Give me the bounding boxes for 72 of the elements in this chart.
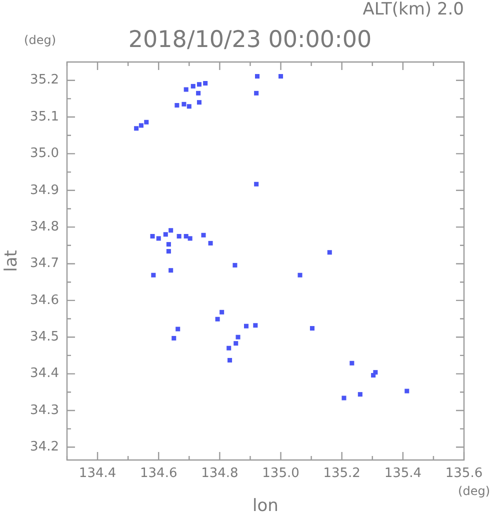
y-tick-label: 34.4 [30,366,59,382]
point [176,326,180,332]
point [254,74,260,79]
point [327,250,332,255]
y-tick-label: 34.9 [30,182,59,198]
point [163,232,168,237]
point [342,396,346,400]
point [253,323,258,328]
x-tick-label: 135.0 [262,466,300,482]
text: (deg) [458,484,490,498]
y-tick-label: 35.1 [30,109,59,124]
point [138,123,144,128]
point [404,388,410,394]
point [182,102,186,106]
point [134,126,139,131]
point [196,100,202,105]
point [310,326,314,331]
point [201,232,206,238]
point [220,310,224,314]
point [168,228,174,233]
x-tick-label: 135.6 [445,466,483,482]
y-tick-label: 34.5 [30,329,59,344]
point [254,90,259,96]
y-tick-label: 34.3 [30,402,59,418]
point [172,336,176,340]
point [184,234,188,239]
point [188,236,192,241]
point [278,74,284,79]
x-axis-title: lon [252,496,278,516]
text: (deg) [24,33,56,48]
point [208,240,213,246]
point [166,242,171,247]
point [190,84,196,88]
point [232,262,238,268]
point [151,272,156,278]
point [236,334,240,340]
y-tick-label: 35.0 [30,146,59,162]
x-tick-label: 134.4 [78,466,116,482]
point [203,81,208,86]
point [254,182,259,186]
point [215,316,220,322]
point [150,234,155,239]
y-tick-label: 34.6 [30,292,59,308]
y-tick-label: 34.7 [30,256,59,272]
chart-subtitle: ALT(km) 2.0 [362,0,464,20]
point [226,346,232,350]
point [186,104,192,109]
point [144,120,149,124]
x-tick-label: 134.8 [201,466,238,482]
point [196,90,201,96]
point [298,272,302,278]
x-tick-label: 134.6 [140,466,178,482]
point [156,236,161,241]
point [166,249,171,254]
y-tick-label: 34.2 [30,440,59,455]
x-tick-label: 135.2 [323,466,360,482]
y-tick-label: 34.8 [30,219,59,234]
point [234,341,238,346]
x-tick-label: 135.4 [384,466,422,482]
y-tick-label: 35.2 [30,72,59,88]
point [228,358,232,362]
point [350,360,354,366]
point [244,324,249,328]
point [358,392,362,397]
point [176,234,182,239]
point [184,87,188,92]
chart-title: 2018/10/23 00:00:00 [128,26,372,53]
point [168,268,174,273]
point [371,373,376,378]
point [196,82,202,87]
y-axis-title: lat [2,250,22,272]
point [174,103,180,108]
